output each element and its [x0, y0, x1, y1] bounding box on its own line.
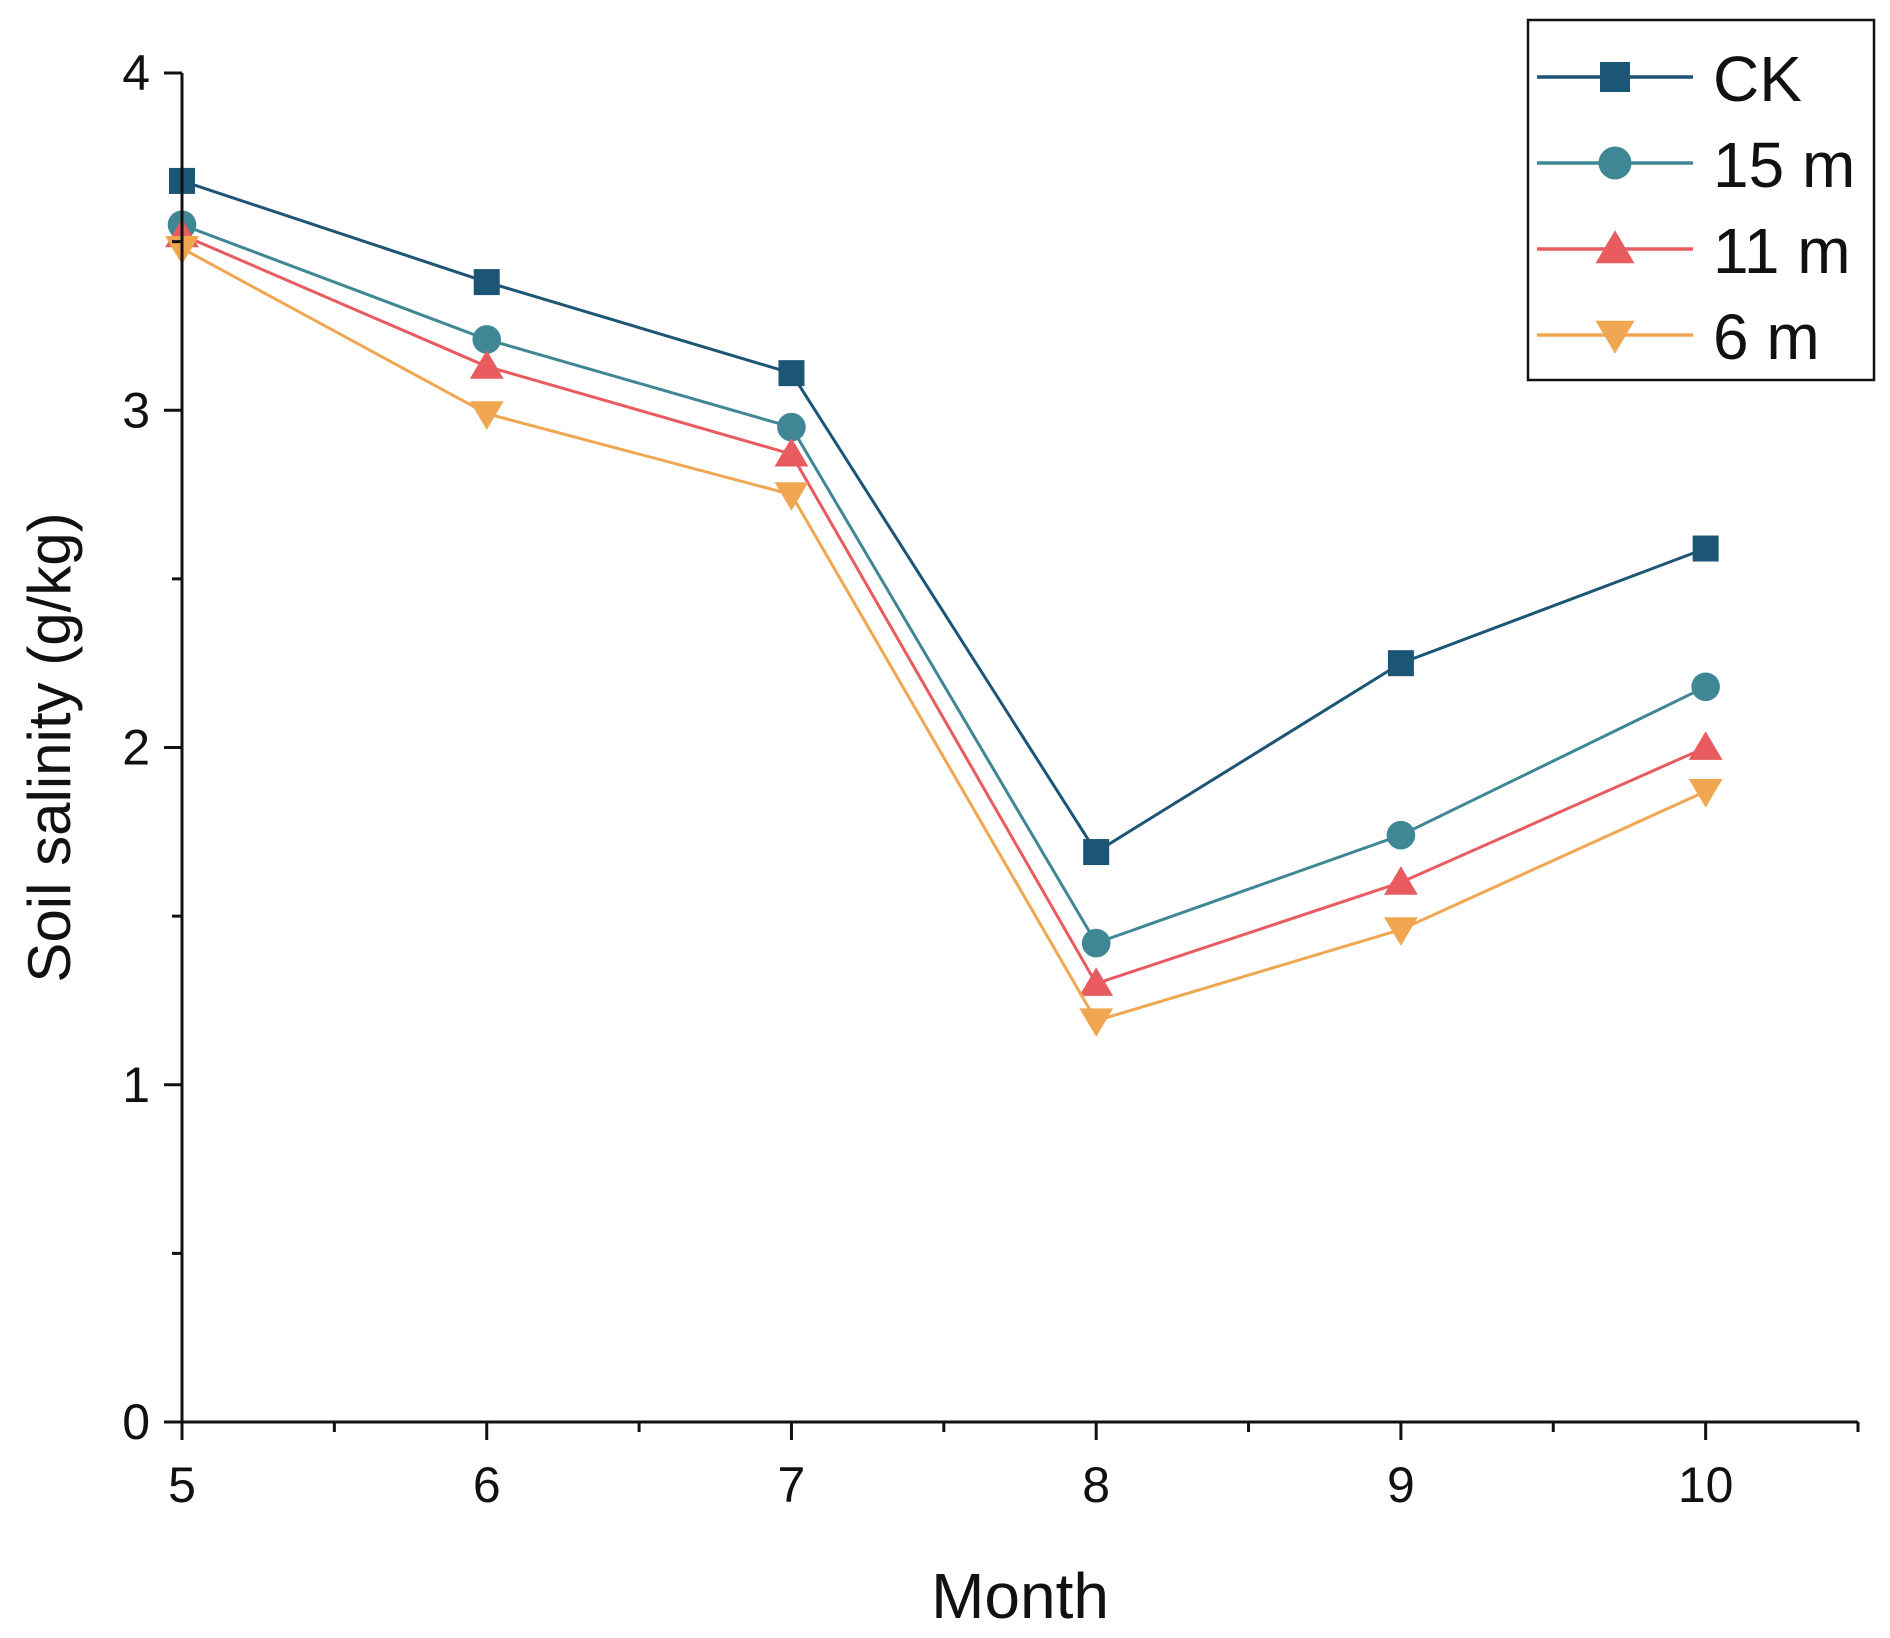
data-point [1079, 967, 1114, 996]
x-axis-label: Month [931, 1560, 1109, 1632]
series-2 [165, 218, 1723, 996]
series-line [181, 179, 1707, 855]
x-tick-label: 5 [168, 1457, 196, 1513]
legend-item: CK [1537, 43, 1802, 115]
data-point [469, 401, 504, 430]
legend: CK 15 m 11 m 6 m [1526, 18, 1876, 382]
x-tick-label: 10 [1678, 1457, 1734, 1513]
y-tick-label: 3 [122, 382, 150, 438]
legend-item: 15 m [1537, 129, 1855, 201]
legend-item: 11 m [1537, 215, 1851, 287]
legend-item: 6 m [1537, 301, 1820, 373]
data-point [469, 350, 504, 379]
axes: Month Soil salinity (g/kg) 0 1 2 3 4 5 6 7 8 9 10 [16, 45, 1860, 1632]
series-0 [169, 167, 1719, 866]
data-point [1079, 1008, 1114, 1037]
y-axis-label: Soil salinity (g/kg) [16, 512, 83, 982]
x-tick-label: 7 [778, 1457, 806, 1513]
data-point [1691, 672, 1720, 702]
x-tick-label: 8 [1082, 1457, 1110, 1513]
plot-area [165, 167, 1723, 1037]
legend-label: 15 m [1713, 129, 1855, 201]
legend-label: 6 m [1713, 301, 1820, 373]
data-point [473, 269, 500, 296]
data-point [1386, 820, 1416, 850]
legend-marker [1595, 320, 1635, 354]
y-tick-label: 4 [122, 45, 150, 101]
series-line [181, 247, 1707, 1023]
legend-label: 11 m [1713, 215, 1851, 287]
data-point [774, 437, 809, 467]
legend-label: CK [1713, 43, 1802, 115]
data-point [774, 482, 809, 511]
series-line [181, 223, 1707, 945]
legend-marker [1595, 230, 1635, 264]
y-tick-label: 2 [122, 720, 150, 776]
y-tick-label: 1 [122, 1057, 150, 1113]
series-line [181, 233, 1707, 986]
x-tick-label: 6 [473, 1457, 501, 1513]
data-point [1083, 839, 1110, 866]
data-point [778, 360, 805, 387]
data-point [472, 325, 502, 354]
data-point [1688, 778, 1723, 808]
data-point [777, 412, 806, 442]
data-point [1384, 917, 1418, 946]
data-point [1387, 650, 1414, 677]
data-point [1081, 928, 1111, 958]
legend-box [1526, 18, 1876, 382]
data-point [1384, 866, 1418, 895]
x-tick-label: 9 [1387, 1457, 1415, 1513]
legend-marker [1600, 62, 1630, 92]
series-3 [165, 236, 1723, 1037]
legend-marker [1598, 146, 1632, 180]
data-point [1688, 731, 1723, 760]
y-tick-label: 0 [122, 1394, 150, 1450]
data-point [1692, 535, 1719, 562]
